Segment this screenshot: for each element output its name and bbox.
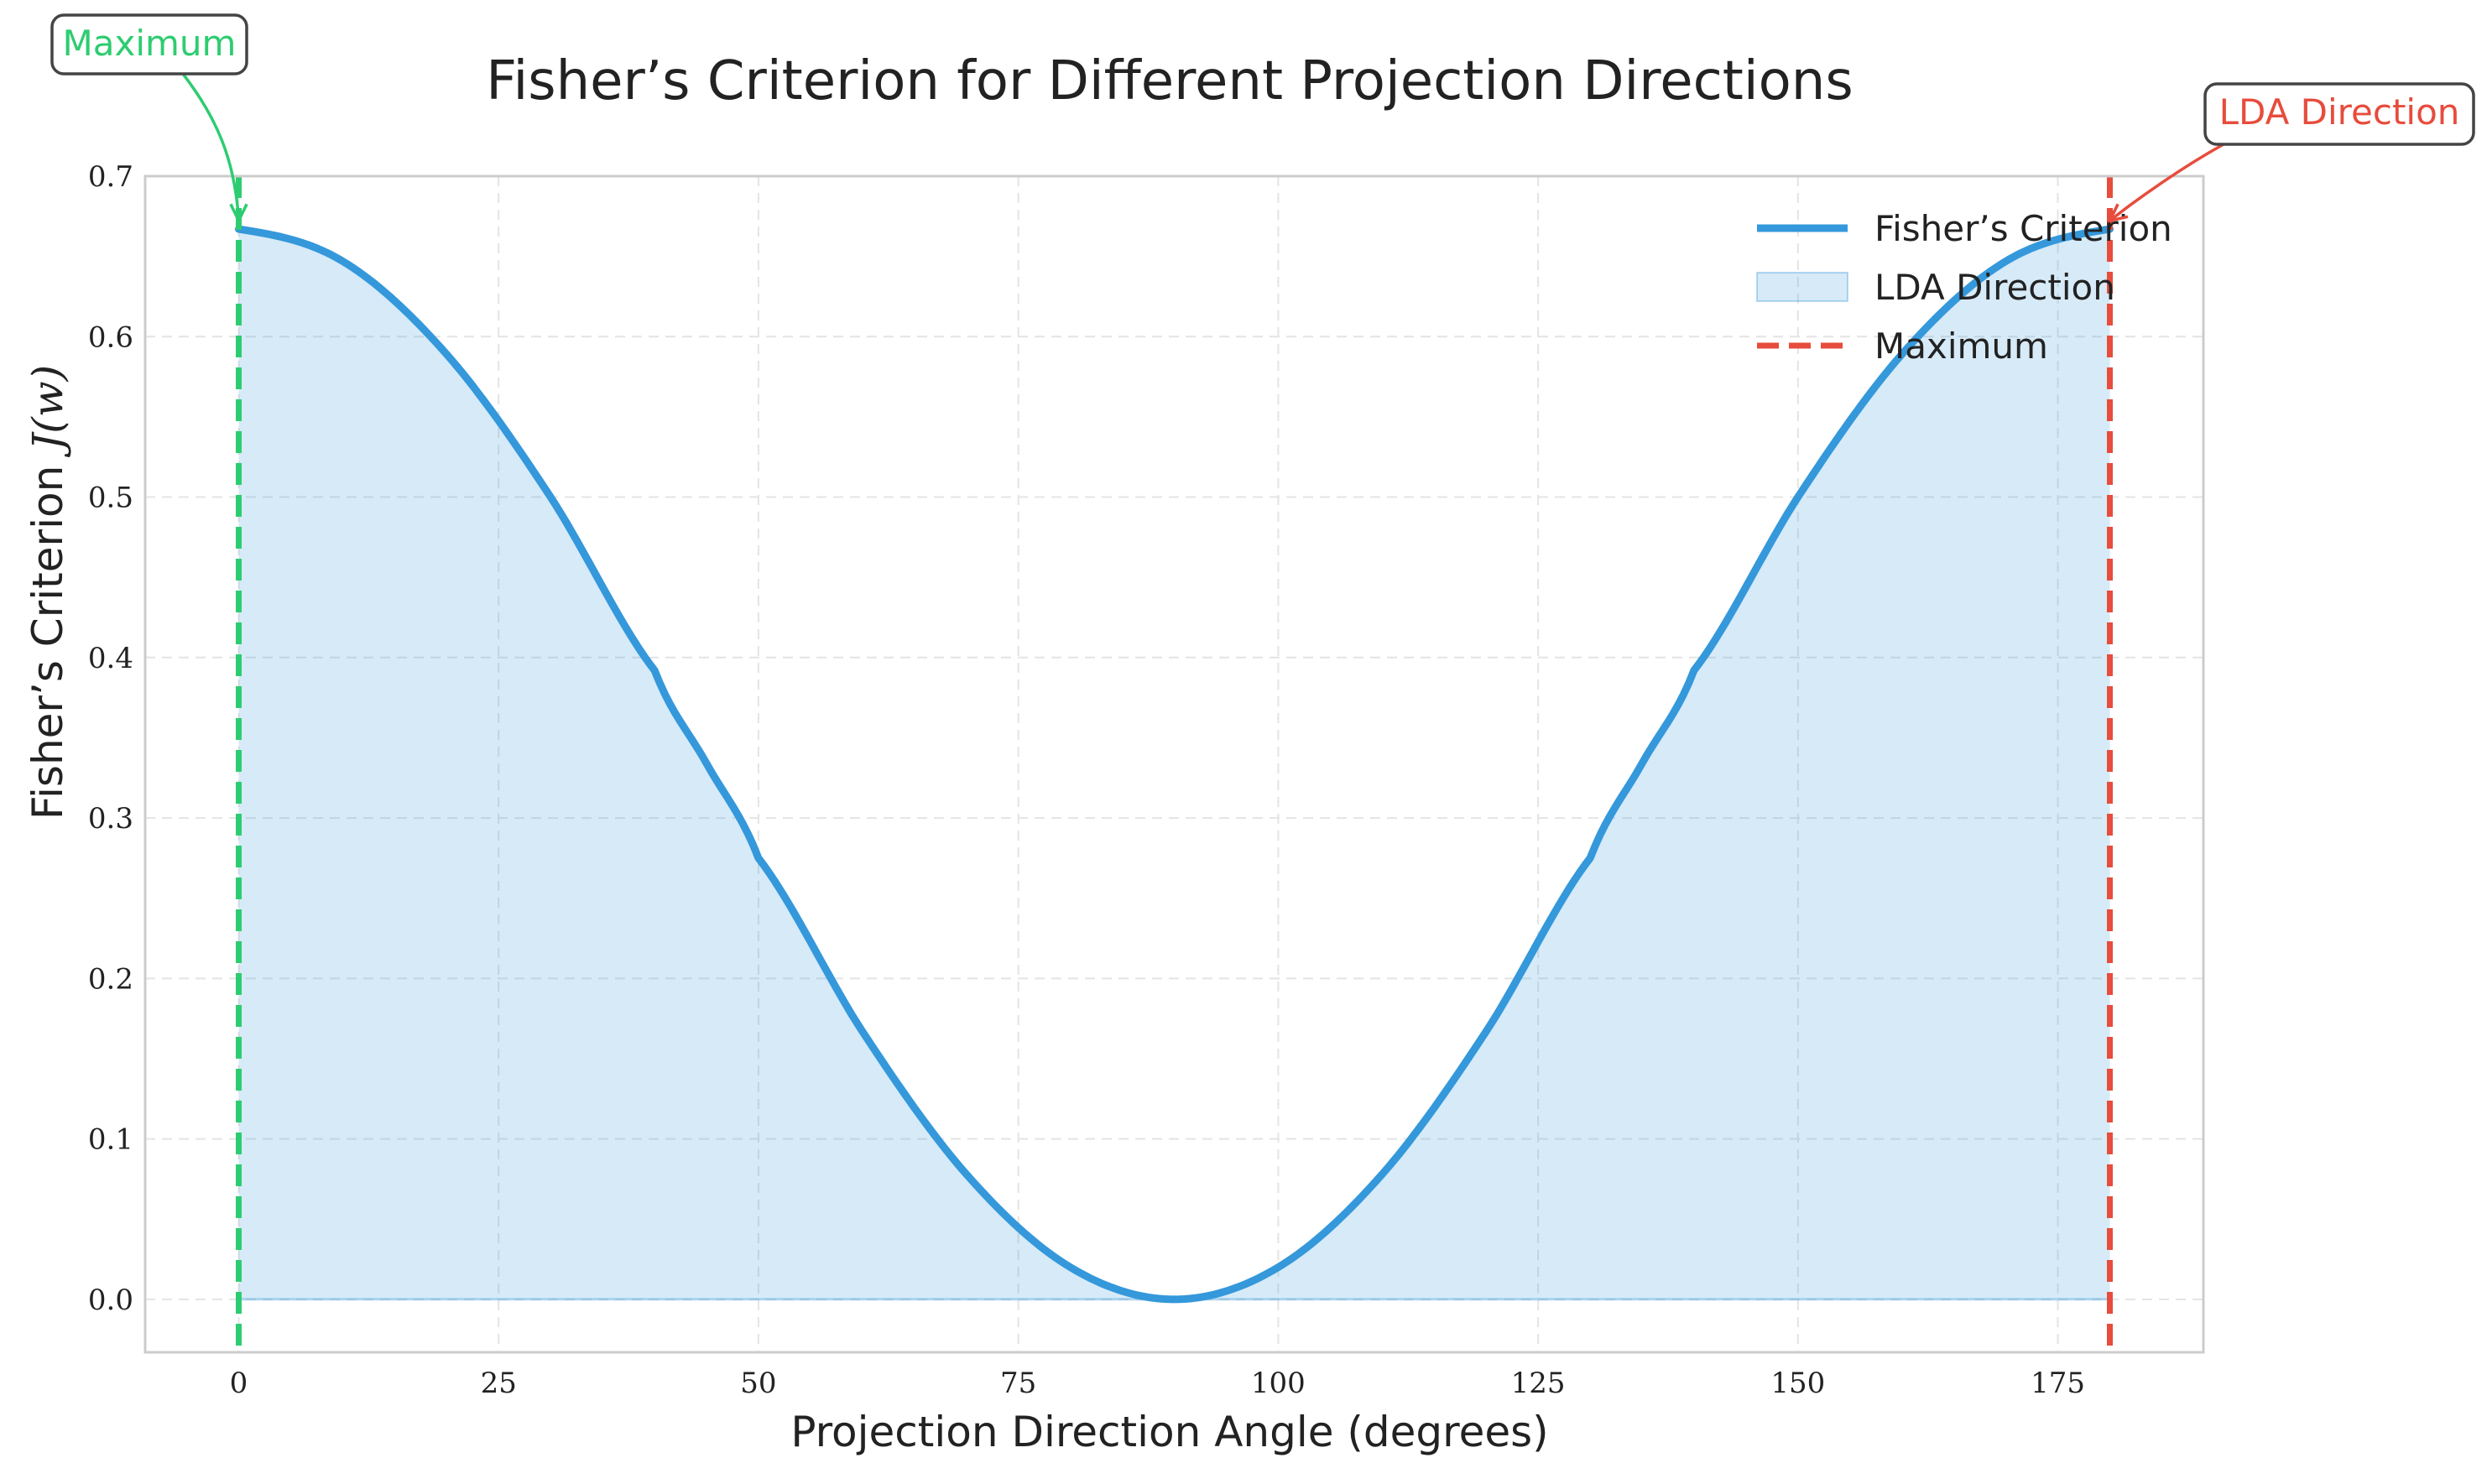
- annotation-0: Maximum: [50, 13, 248, 225]
- y-axis-title-text: Fisher’s Criterion: [23, 466, 72, 820]
- annotation-arrow: [181, 72, 241, 221]
- y-ticks: 0.0 0.1 0.2 0.3 0.4 0.5 0.6 0.7: [88, 160, 133, 1317]
- annotation-arrow: [2109, 143, 2224, 222]
- series-line-fishers-criterion: [235, 225, 2114, 1304]
- chart-title: Fisher’s Criterion for Different Project…: [486, 50, 1853, 112]
- legend-label: Fisher’s Criterion: [1874, 208, 2172, 249]
- annotation-arrowhead: [229, 203, 248, 225]
- x-tick-label: 25: [481, 1367, 517, 1400]
- vline-layer: [236, 176, 2113, 1352]
- annotation-label: LDA Direction: [2219, 91, 2460, 133]
- annotation-arrowhead: [2107, 203, 2129, 223]
- y-tick-label: 0.6: [88, 320, 133, 354]
- y-axis-title-math: J(w): [23, 365, 72, 458]
- legend-label: LDA Direction: [1874, 267, 2115, 308]
- annotation-box: [2203, 82, 2475, 146]
- series-fill-lda-direction: [238, 229, 2110, 1299]
- y-axis-title: Fisher’s Criterion J(w): [23, 365, 72, 820]
- x-tick-label: 75: [1000, 1367, 1036, 1400]
- legend-swatch-fill: [1756, 272, 1848, 302]
- x-tick-label: 175: [2031, 1367, 2085, 1400]
- annotation-label: Maximum: [63, 23, 237, 64]
- x-ticks: 0 25 50 75 100 125 150 175: [230, 1367, 2085, 1400]
- annotation-1: LDA Direction: [2107, 82, 2475, 223]
- x-tick-label: 150: [1770, 1367, 1825, 1400]
- plot-frame: [143, 174, 2205, 1354]
- y-tick-label: 0.2: [88, 962, 133, 996]
- legend-label: Maximum: [1874, 325, 2048, 367]
- annotation-box: [50, 13, 248, 76]
- x-tick-label: 0: [230, 1367, 248, 1400]
- y-tick-label: 0.1: [88, 1123, 133, 1157]
- y-tick-label: 0.5: [88, 482, 133, 515]
- legend: Fisher’s Criterion LDA Direction Maximum: [1756, 208, 2172, 367]
- y-tick-label: 0.7: [88, 160, 133, 194]
- annotations: Maximum LDA Direction: [50, 13, 2475, 225]
- y-tick-label: 0.0: [88, 1284, 133, 1317]
- line-layer: [235, 225, 2114, 1304]
- x-tick-label: 50: [740, 1367, 776, 1400]
- y-tick-label: 0.3: [88, 802, 133, 836]
- y-tick-label: 0.4: [88, 642, 133, 675]
- x-tick-label: 125: [1511, 1367, 1566, 1400]
- x-tick-label: 100: [1251, 1367, 1306, 1400]
- x-axis-title: Projection Direction Angle (degrees): [790, 1408, 1548, 1456]
